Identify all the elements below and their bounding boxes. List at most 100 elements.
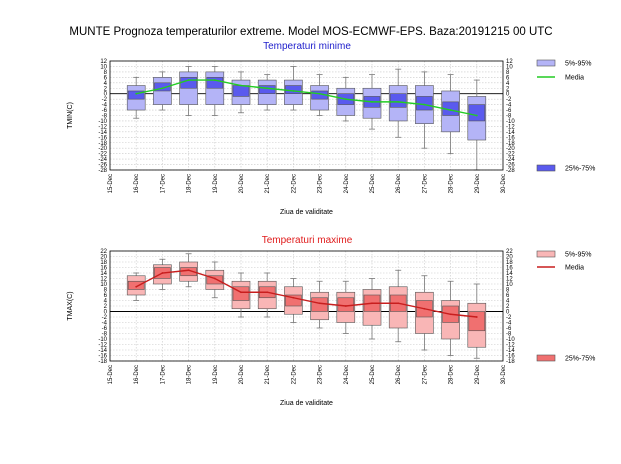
tmin-x-tick-label: 21-Dec (265, 174, 271, 193)
tmin-y-tick-label-right: -8 (506, 114, 512, 120)
tmin-box-25-75 (258, 85, 276, 95)
tmin-y-tick-label-left: -24 (98, 157, 107, 163)
tmax-x-tick-label: 28-Dec (449, 365, 455, 384)
tmin-x-tick-label: 17-Dec (160, 174, 166, 193)
tmax-median-point (423, 307, 426, 310)
tmin-y-tick-label-left: 0 (104, 92, 108, 98)
tmax-median-point (161, 272, 164, 274)
tmin-chart-title: Temperaturi minime (263, 41, 351, 52)
tmax-y-tick-label-left: -14 (98, 348, 107, 354)
tmin-median-point (475, 114, 478, 117)
tmax-x-tick-label: 22-Dec (291, 365, 297, 384)
tmin-y-tick-label-left: 2 (104, 86, 108, 92)
tmax-y-tick-label-right: 14 (506, 271, 513, 277)
tmin-x-tick-label: 15-Dec (108, 174, 114, 193)
tmax-y-tick-label-left: -16 (98, 354, 107, 360)
tmax-y-tick-label-right: 4 (506, 299, 510, 305)
tmax-y-tick-label-left: 2 (104, 304, 108, 310)
tmin-median-point (240, 84, 242, 87)
tmax-box-25-75 (127, 280, 145, 290)
tmin-x-tick-label: 19-Dec (213, 174, 219, 193)
tmax-y-tick-label-right: -2 (506, 315, 512, 321)
tmax-legend-swatch-25-75 (536, 354, 556, 362)
tmin-y-tick-label-left: -22 (98, 152, 107, 158)
tmin-x-tick-label: 20-Dec (239, 174, 245, 193)
tmin-y-tick-label-left: -12 (98, 124, 107, 130)
tmin-median-point (423, 103, 426, 106)
tmax-y-tick-label-left: -4 (102, 321, 108, 327)
tmax-y-tick-label-left: -18 (98, 359, 107, 365)
tmax-y-tick-label-right: 2 (506, 304, 510, 310)
tmin-median-point (161, 87, 164, 90)
tmin-y-tick-label-right: 4 (506, 81, 510, 87)
tmax-box-25-75 (337, 297, 355, 312)
tmin-median-point (135, 92, 138, 95)
tmin-median-point (371, 100, 373, 103)
tmin-x-tick-label: 29-Dec (475, 174, 481, 193)
tmax-x-tick-label: 24-Dec (344, 365, 350, 384)
tmin-legend-label-25-75: 25%-75% (565, 166, 595, 173)
tmax-median-point (397, 302, 400, 305)
tmin-y-tick-label-right: 8 (506, 70, 510, 76)
tmax-y-tick-label-left: 16 (100, 266, 107, 272)
tmax-y-tick-label-left: 14 (100, 271, 107, 277)
tmin-box-25-75 (468, 104, 486, 122)
tmax-x-tick-label: 30-Dec (501, 365, 507, 384)
tmax-x-tick-label: 15-Dec (108, 365, 114, 384)
tmax-y-tick-label-left: -8 (102, 332, 108, 338)
tmax-y-tick-label-left: 8 (104, 288, 108, 294)
tmin-x-axis-label: Ziua de validitate (280, 209, 333, 216)
tmin-box-25-75 (154, 82, 171, 92)
tmax-x-tick-label: 29-Dec (475, 365, 481, 384)
tmin-y-tick-label-left: -8 (102, 114, 108, 120)
tmax-x-tick-label: 19-Dec (213, 365, 219, 384)
tmax-y-tick-label-right: 8 (506, 288, 510, 294)
tmax-median-point (371, 302, 373, 305)
tmax-legend-label-25-75: 25%-75% (565, 356, 595, 363)
tmin-y-tick-label-right: -20 (506, 146, 515, 152)
tmin-y-tick-label-right: -28 (506, 168, 515, 174)
tmin-legend-swatch-25-75 (536, 164, 556, 172)
tmax-median-point (213, 277, 216, 280)
tmin-median-point (318, 92, 321, 95)
tmax-median-point (292, 296, 295, 299)
tmin-box-25-75 (389, 93, 407, 108)
tmin-y-tick-label-right: -18 (506, 141, 515, 147)
tmin-median-point (292, 90, 295, 92)
tmax-x-tick-label: 18-Dec (187, 365, 193, 384)
tmin-y-tick-label-right: -6 (506, 108, 512, 114)
tmax-y-tick-label-right: 10 (506, 282, 513, 288)
tmax-y-tick-label-right: -10 (506, 337, 515, 343)
tmin-x-tick-label: 23-Dec (318, 174, 324, 193)
tmin-y-tick-label-left: -6 (102, 108, 108, 114)
tmax-median-line (135, 269, 477, 318)
tmax-median-point (187, 269, 190, 272)
tmax-x-tick-label: 21-Dec (265, 365, 271, 384)
tmax-y-tick-label-right: -8 (506, 332, 512, 338)
tmin-y-tick-label-right: -24 (506, 157, 515, 163)
tmin-x-tick-label: 24-Dec (344, 174, 350, 193)
tmax-y-tick-label-left: 0 (104, 310, 108, 316)
tmin-x-tick-label: 27-Dec (422, 174, 428, 193)
tmin-box-25-75 (416, 96, 433, 111)
tmin-box-25-75 (180, 77, 197, 89)
tmax-y-tick-label-right: 0 (506, 310, 510, 316)
tmax-y-tick-label-left: -10 (98, 337, 107, 343)
tmin-y-tick-label-right: -22 (506, 152, 515, 158)
tmax-x-tick-label: 27-Dec (422, 365, 428, 384)
tmin-x-tick-label: 16-Dec (134, 174, 140, 193)
tmin-median-point (344, 98, 347, 101)
tmax-legend-label-5-95: 5%-95% (565, 252, 591, 259)
tmax-box-25-75 (206, 275, 224, 285)
tmax-median-point (266, 291, 269, 294)
tmax-x-tick-label: 20-Dec (239, 365, 245, 384)
tmax-y-tick-label-left: -6 (102, 326, 108, 332)
tmax-legend-swatch-5-95 (536, 250, 556, 258)
tmax-y-tick-label-right: -12 (506, 343, 515, 349)
tmax-x-tick-label: 16-Dec (134, 365, 140, 384)
tmax-y-tick-label-left: -2 (102, 315, 108, 321)
tmin-y-tick-label-right: -10 (506, 119, 515, 125)
tmax-x-tick-label: 23-Dec (318, 365, 324, 384)
